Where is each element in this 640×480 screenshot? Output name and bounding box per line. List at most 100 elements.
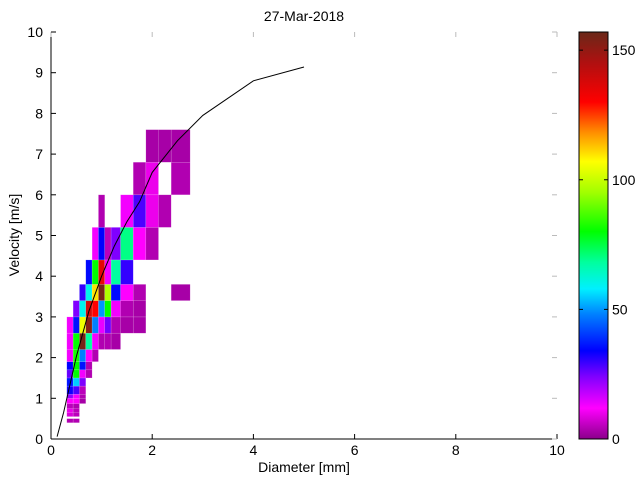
- heatmap-cells: [66, 129, 191, 423]
- heatmap-cell: [66, 332, 74, 350]
- heatmap-cell: [120, 316, 134, 334]
- heatmap-cell: [79, 398, 87, 404]
- heatmap-cell: [145, 227, 159, 261]
- heatmap-cell: [110, 300, 121, 318]
- y-axis-label: Velocity [m/s]: [6, 194, 22, 276]
- heatmap-cell: [91, 300, 99, 318]
- colorbar-tick-label: 0: [612, 431, 620, 447]
- heatmap-cell: [66, 398, 74, 404]
- y-tick-label: 8: [35, 105, 43, 121]
- heatmap-cell: [104, 259, 112, 285]
- heatmap-cell: [104, 300, 112, 318]
- heatmap-cell: [110, 259, 121, 285]
- heatmap-cell: [98, 194, 106, 228]
- heatmap-cell: [91, 259, 99, 285]
- heatmap-cell: [132, 284, 147, 301]
- heatmap-cell: [110, 332, 121, 350]
- heatmap-cell: [158, 129, 172, 163]
- heatmap-cell: [104, 284, 112, 301]
- x-tick-label: 10: [549, 442, 565, 458]
- heatmap-cell: [79, 377, 87, 387]
- heatmap-cell: [145, 194, 159, 228]
- heatmap-cell: [132, 316, 147, 334]
- x-tick-label: 4: [250, 442, 258, 458]
- heatmap-cell: [110, 284, 121, 301]
- y-tick-label: 5: [35, 228, 43, 244]
- heatmap-cell: [66, 418, 74, 423]
- x-tick-label: 0: [47, 442, 55, 458]
- heatmap-cell: [104, 316, 112, 334]
- heatmap-cell: [66, 316, 74, 334]
- y-tick-label: 2: [35, 350, 43, 366]
- heatmap-cell: [66, 349, 74, 362]
- heatmap-cell: [170, 161, 191, 196]
- y-tick-label: 10: [27, 24, 43, 40]
- heatmap-cell: [79, 385, 87, 395]
- heatmap-cell: [85, 349, 93, 362]
- heatmap-cell: [120, 227, 134, 261]
- y-tick-label: 7: [35, 146, 43, 162]
- heatmap-cell: [72, 361, 80, 371]
- heatmap-cell: [72, 393, 80, 399]
- heatmap-cell: [170, 129, 191, 163]
- heatmap-cell: [66, 408, 74, 413]
- heatmap-cell: [72, 377, 80, 387]
- heatmap-cell: [145, 129, 159, 163]
- heatmap-cell: [120, 300, 134, 318]
- heatmap-cell: [72, 385, 80, 395]
- y-tick-label: 6: [35, 187, 43, 203]
- heatmap-cell: [110, 316, 121, 334]
- heatmap-cell: [66, 412, 74, 417]
- y-tick-label: 0: [35, 431, 43, 447]
- heatmap-cell: [91, 316, 99, 334]
- heatmap-cell: [104, 227, 112, 261]
- x-tick-label: 2: [148, 442, 156, 458]
- heatmap-cell: [79, 300, 87, 318]
- heatmap-cell: [145, 161, 159, 196]
- colorbar-bar: [578, 31, 609, 440]
- heatmap-cell: [91, 349, 99, 362]
- heatmap-cell: [132, 300, 147, 318]
- heatmap-cell: [120, 284, 134, 301]
- heatmap-cell: [66, 361, 74, 371]
- heatmap-cell: [132, 227, 147, 261]
- x-tick-label: 6: [351, 442, 359, 458]
- chart-title: 27-Mar-2018: [264, 8, 344, 24]
- heatmap-cell: [98, 300, 106, 318]
- heatmap-cell: [79, 361, 87, 371]
- heatmap-cell: [85, 369, 93, 379]
- heatmap-cell: [85, 259, 93, 285]
- heatmap-cell: [104, 332, 112, 350]
- heatmap-cell: [158, 194, 172, 228]
- heatmap-cell: [72, 316, 80, 334]
- heatmap-cell: [79, 349, 87, 362]
- y-tick-label: 9: [35, 65, 43, 81]
- heatmap-cell: [79, 369, 87, 379]
- heatmap-cell: [72, 408, 80, 413]
- heatmap-cell: [72, 300, 80, 318]
- heatmap-cell: [85, 361, 93, 371]
- colorbar-tick-label: 100: [612, 172, 636, 188]
- heatmap-cell: [98, 227, 106, 261]
- heatmap-cell: [98, 284, 106, 301]
- heatmap-cell: [85, 300, 93, 318]
- x-tick-label: 8: [452, 442, 460, 458]
- heatmap-cell: [132, 161, 147, 196]
- heatmap-cell: [85, 332, 93, 350]
- heatmap-cell: [79, 284, 87, 301]
- heatmap-cell: [91, 227, 99, 261]
- colorbar: 0 50 100 150: [578, 31, 636, 447]
- y-tick-label: 3: [35, 309, 43, 325]
- heatmap-cell: [170, 284, 191, 301]
- x-axis-label: Diameter [mm]: [258, 459, 350, 475]
- heatmap-cell: [120, 259, 134, 285]
- fit-curve-line: [56, 66, 305, 437]
- heatmap-cell: [72, 398, 80, 404]
- heatmap-cell: [66, 403, 74, 409]
- y-tick-label: 1: [35, 390, 43, 406]
- heatmap-cell: [72, 412, 80, 417]
- heatmap-cell: [85, 284, 93, 301]
- axes: 0 2 4 6 8 10 0 1 2 3 4 5 6 7 8 9 10: [27, 24, 565, 458]
- heatmap-cell: [72, 369, 80, 379]
